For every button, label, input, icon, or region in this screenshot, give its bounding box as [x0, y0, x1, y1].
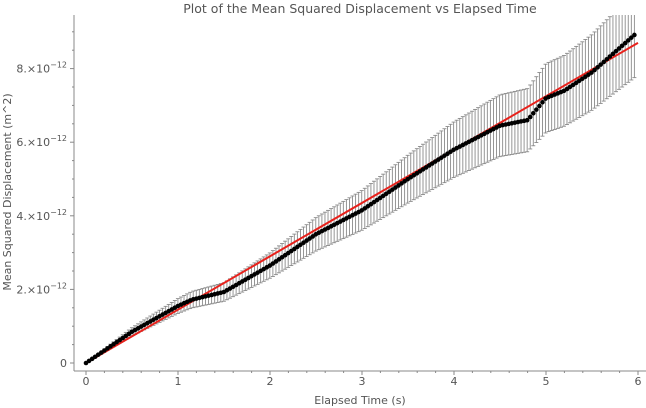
data-point: [540, 99, 545, 105]
data-point: [613, 48, 619, 54]
x-axis-label: Elapsed Time (s): [314, 394, 405, 407]
y-axis-label: Mean Squared Displacement (m^2): [1, 93, 14, 290]
x-tick-label: 2: [267, 375, 274, 388]
data-point: [619, 43, 625, 49]
data-point: [632, 32, 637, 38]
data-point: [537, 103, 542, 109]
fit-line: [85, 41, 639, 364]
chart-title: Plot of the Mean Squared Displacement vs…: [183, 1, 537, 16]
error-bars: [84, 15, 637, 364]
data-point: [534, 107, 539, 112]
data-point: [595, 65, 600, 70]
x-tick-label: 5: [543, 375, 550, 388]
data-points: [83, 32, 637, 366]
data-point: [530, 110, 536, 116]
data-point: [524, 117, 530, 123]
data-point: [607, 54, 613, 59]
data-point: [629, 35, 634, 40]
data-point: [616, 46, 622, 51]
data-point: [527, 114, 533, 120]
y-tick-label: 8.×10−12: [16, 61, 67, 76]
data-point: [604, 56, 610, 62]
y-tick-label: 6.×10−12: [16, 134, 67, 149]
y-tick-label: 2.×10−12: [16, 281, 67, 296]
x-ticks: 0 1 2 3 4 5 6: [83, 371, 642, 388]
data-point: [610, 51, 616, 57]
x-tick-label: 0: [83, 375, 90, 388]
data-point: [625, 38, 631, 43]
data-point: [589, 70, 594, 75]
x-tick-label: 1: [175, 375, 182, 388]
data-point: [592, 67, 597, 73]
x-tick-label: 6: [635, 375, 642, 388]
data-point: [601, 59, 607, 65]
data-point: [622, 40, 628, 46]
y-tick-label: 0: [60, 357, 67, 370]
x-tick-label: 3: [359, 375, 366, 388]
y-ticks: 0 2.×10−12 4.×10−12 6.×10−12 8.×10−12: [16, 31, 74, 370]
data-point: [598, 62, 603, 67]
y-tick-label: 4.×10−12: [16, 208, 67, 223]
x-tick-label: 4: [451, 375, 458, 388]
